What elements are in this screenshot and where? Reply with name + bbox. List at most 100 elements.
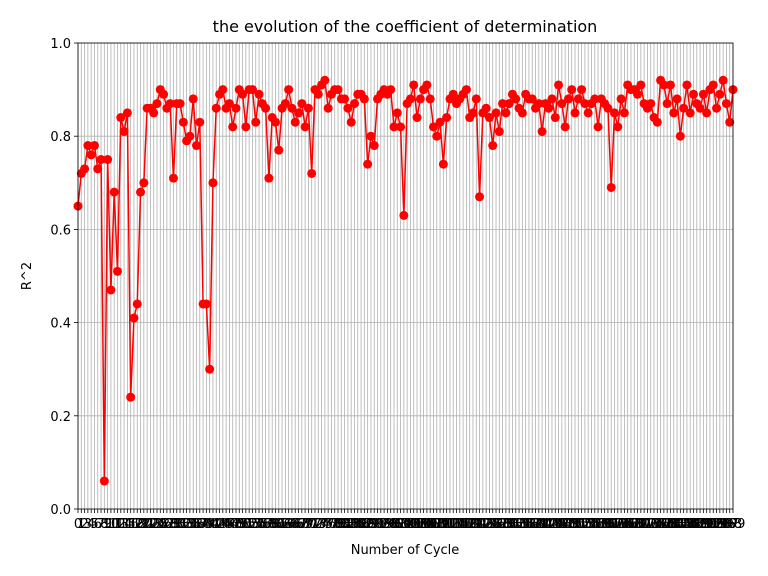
data-point xyxy=(550,113,560,123)
data-point xyxy=(303,103,313,113)
x-tick-label: 146 xyxy=(546,517,571,532)
x-tick-label: 135 xyxy=(510,517,535,532)
x-tick-label: 50 xyxy=(234,517,251,532)
data-point xyxy=(297,99,307,109)
data-point xyxy=(320,75,330,85)
x-tick-label: 68 xyxy=(294,517,311,532)
data-point xyxy=(718,75,728,85)
x-tick-label: 4 xyxy=(87,517,95,532)
x-tick-label: 2 xyxy=(80,517,88,532)
x-tick-label: 143 xyxy=(536,517,561,532)
x-tick-label: 196 xyxy=(711,517,736,532)
x-tick-label: 44 xyxy=(215,517,232,532)
data-point xyxy=(389,122,399,132)
x-tick-label: 111 xyxy=(431,517,456,532)
x-tick-label: 144 xyxy=(540,517,565,532)
data-point xyxy=(116,113,126,123)
x-tick-label: 169 xyxy=(622,517,647,532)
x-tick-label: 99 xyxy=(396,517,413,532)
x-tick-label: 122 xyxy=(467,517,492,532)
data-point xyxy=(636,80,646,90)
data-point xyxy=(261,103,271,113)
x-tick-label: 76 xyxy=(320,517,337,532)
data-point xyxy=(218,85,228,95)
data-point xyxy=(254,89,264,99)
data-point xyxy=(188,94,198,104)
x-tick-label: 129 xyxy=(490,517,515,532)
x-tick-label: 12 xyxy=(109,517,126,532)
x-tick-label: 70 xyxy=(300,517,317,532)
data-point xyxy=(547,94,557,104)
x-tick-label: 105 xyxy=(411,517,436,532)
x-tick-label: 40 xyxy=(201,517,218,532)
x-tick-label: 115 xyxy=(444,517,469,532)
data-point xyxy=(570,108,580,118)
x-tick-label: 185 xyxy=(675,517,700,532)
data-point xyxy=(106,285,116,295)
y-tick-label: 0.4 xyxy=(50,317,71,332)
data-point xyxy=(468,108,478,118)
x-tick-label: 116 xyxy=(447,517,472,532)
data-point xyxy=(685,108,695,118)
x-tick-label: 112 xyxy=(434,517,459,532)
x-tick-label: 133 xyxy=(503,517,528,532)
x-tick-label: 7 xyxy=(97,517,105,532)
x-tick-label: 132 xyxy=(500,517,525,532)
data-point xyxy=(83,141,93,151)
data-point xyxy=(129,313,139,323)
data-point xyxy=(126,392,136,402)
x-tick-label: 84 xyxy=(346,517,363,532)
x-tick-label: 78 xyxy=(326,517,343,532)
x-tick-label: 49 xyxy=(231,517,248,532)
x-tick-label: 130 xyxy=(493,517,518,532)
data-point xyxy=(425,94,435,104)
x-tick-label: 183 xyxy=(668,517,693,532)
x-tick-label: 158 xyxy=(586,517,611,532)
data-point xyxy=(498,99,508,109)
data-point xyxy=(675,131,685,141)
x-tick-label: 165 xyxy=(609,517,634,532)
data-point xyxy=(610,108,620,118)
x-tick-label: 153 xyxy=(569,517,594,532)
x-tick-label: 96 xyxy=(386,517,403,532)
data-point xyxy=(195,117,205,127)
x-tick-label: 173 xyxy=(635,517,660,532)
x-tick-label: 94 xyxy=(379,517,396,532)
data-point xyxy=(665,80,675,90)
data-point xyxy=(590,94,600,104)
x-tick-label: 55 xyxy=(251,517,268,532)
x-tick-label: 45 xyxy=(218,517,235,532)
x-tick-label: 141 xyxy=(530,517,555,532)
x-tick-label: 164 xyxy=(605,517,630,532)
data-point xyxy=(290,117,300,127)
x-tick-label: 39 xyxy=(198,517,215,532)
x-tick-label: 159 xyxy=(589,517,614,532)
x-tick-label: 66 xyxy=(287,517,304,532)
data-point xyxy=(386,85,396,95)
x-tick-label: 6 xyxy=(94,517,102,532)
x-tick-label: 57 xyxy=(257,517,274,532)
x-tick-label: 138 xyxy=(520,517,545,532)
x-tick-label: 26 xyxy=(155,517,172,532)
x-tick-label: 142 xyxy=(533,517,558,532)
data-point xyxy=(471,94,481,104)
data-point xyxy=(280,99,290,109)
x-tick-label: 64 xyxy=(280,517,297,532)
y-tick-label: 0.0 xyxy=(50,503,71,518)
x-tick-label: 95 xyxy=(382,517,399,532)
y-tick-label: 0.8 xyxy=(50,130,71,145)
data-point xyxy=(461,85,471,95)
data-point xyxy=(695,103,705,113)
x-tick-label: 34 xyxy=(182,517,199,532)
data-point xyxy=(165,99,175,109)
x-tick-label: 166 xyxy=(612,517,637,532)
chart-title: the evolution of the coefficient of dete… xyxy=(213,17,598,36)
data-point xyxy=(103,155,113,164)
data-point xyxy=(99,476,109,486)
x-tick-label: 176 xyxy=(645,517,670,532)
x-tick-label: 32 xyxy=(175,517,192,532)
data-point xyxy=(228,122,238,132)
x-tick-label: 197 xyxy=(714,517,739,532)
data-point xyxy=(89,141,99,151)
data-point xyxy=(251,117,261,127)
